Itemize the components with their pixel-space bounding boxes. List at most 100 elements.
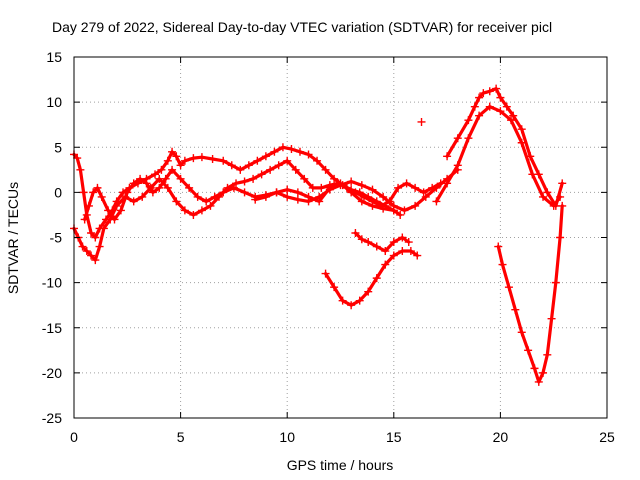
data-point (321, 269, 330, 278)
data-point (97, 192, 106, 201)
data-point (261, 152, 270, 161)
data-point (104, 206, 113, 215)
data-point (240, 188, 249, 197)
grid-layer (74, 57, 607, 418)
data-point (189, 210, 198, 219)
data-point (227, 161, 236, 170)
data-point (381, 247, 390, 256)
data-point (402, 179, 411, 188)
data-point (76, 165, 85, 174)
data-point (443, 152, 452, 161)
y-tick-label: 10 (46, 94, 62, 110)
data-point (84, 201, 93, 210)
data-point (110, 215, 119, 224)
data-point (240, 177, 249, 186)
data-point (389, 238, 398, 247)
data-point (507, 116, 516, 125)
data-point (398, 247, 407, 256)
data-point (432, 183, 441, 192)
data-point (517, 138, 526, 147)
data-point (485, 102, 494, 111)
data-point (417, 117, 426, 126)
data-point (325, 183, 334, 192)
data-point (232, 179, 241, 188)
data-point (372, 274, 381, 283)
series-line (72, 159, 443, 262)
data-point (261, 192, 270, 201)
data-point (180, 206, 189, 215)
data-point (504, 283, 513, 292)
data-point (253, 156, 262, 165)
data-point (78, 242, 87, 251)
data-point (202, 197, 211, 206)
y-tick-label: -5 (50, 230, 63, 246)
data-point (528, 170, 537, 179)
data-point (539, 368, 548, 377)
data-point (547, 314, 556, 323)
data-point (372, 242, 381, 251)
data-point (283, 185, 292, 194)
data-point (91, 233, 100, 242)
data-point (219, 156, 228, 165)
data-point (300, 174, 309, 183)
data-point (278, 143, 287, 152)
data-point (398, 233, 407, 242)
data-point (172, 197, 181, 206)
data-point (347, 188, 356, 197)
data-point (432, 197, 441, 206)
data-point (123, 188, 132, 197)
data-point (321, 165, 330, 174)
series-track-h (351, 228, 413, 256)
data-point (148, 188, 157, 197)
x-tick-label: 20 (493, 429, 509, 445)
data-point (368, 185, 377, 194)
data-point (357, 235, 366, 244)
data-point (524, 346, 533, 355)
data-point (400, 206, 409, 215)
data-point (293, 188, 302, 197)
data-point (99, 224, 108, 233)
data-point (492, 84, 501, 93)
data-point (511, 305, 520, 314)
data-point (176, 174, 185, 183)
data-point (91, 256, 100, 265)
data-point (270, 147, 279, 156)
plot-frame (73, 56, 608, 419)
data-point (151, 170, 160, 179)
data-point (336, 179, 345, 188)
data-point (116, 206, 125, 215)
y-tick-label: 15 (46, 49, 62, 65)
series-track-g (321, 247, 422, 310)
chart-title: Day 279 of 2022, Sidereal Day-to-day VTE… (52, 19, 552, 35)
data-point (453, 161, 462, 170)
data-point (381, 260, 390, 269)
data-point (411, 183, 420, 192)
data-point (308, 183, 317, 192)
data-point (206, 201, 215, 210)
data-point (543, 350, 552, 359)
data-point (163, 156, 172, 165)
data-point (338, 296, 347, 305)
data-point (176, 161, 185, 170)
data-point (87, 228, 96, 237)
x-tick-label: 10 (279, 429, 295, 445)
data-point (379, 192, 388, 201)
data-point (157, 165, 166, 174)
data-point (406, 247, 415, 256)
data-point (73, 154, 82, 163)
data-point (180, 156, 189, 165)
data-point (87, 251, 96, 260)
data-point (93, 183, 102, 192)
data-point (364, 238, 373, 247)
data-point (172, 152, 181, 161)
tick-layer: 0 5 10 15 20 25 -25 -20 -15 -10 -5 0 5 10 15 (42, 49, 615, 445)
data-point (80, 215, 89, 224)
data-point (244, 161, 253, 170)
x-tick-label: 25 (599, 429, 615, 445)
data-point (315, 197, 324, 206)
data-point (530, 364, 539, 373)
series-line (324, 249, 419, 307)
data-point (539, 192, 548, 201)
data-point (274, 161, 283, 170)
